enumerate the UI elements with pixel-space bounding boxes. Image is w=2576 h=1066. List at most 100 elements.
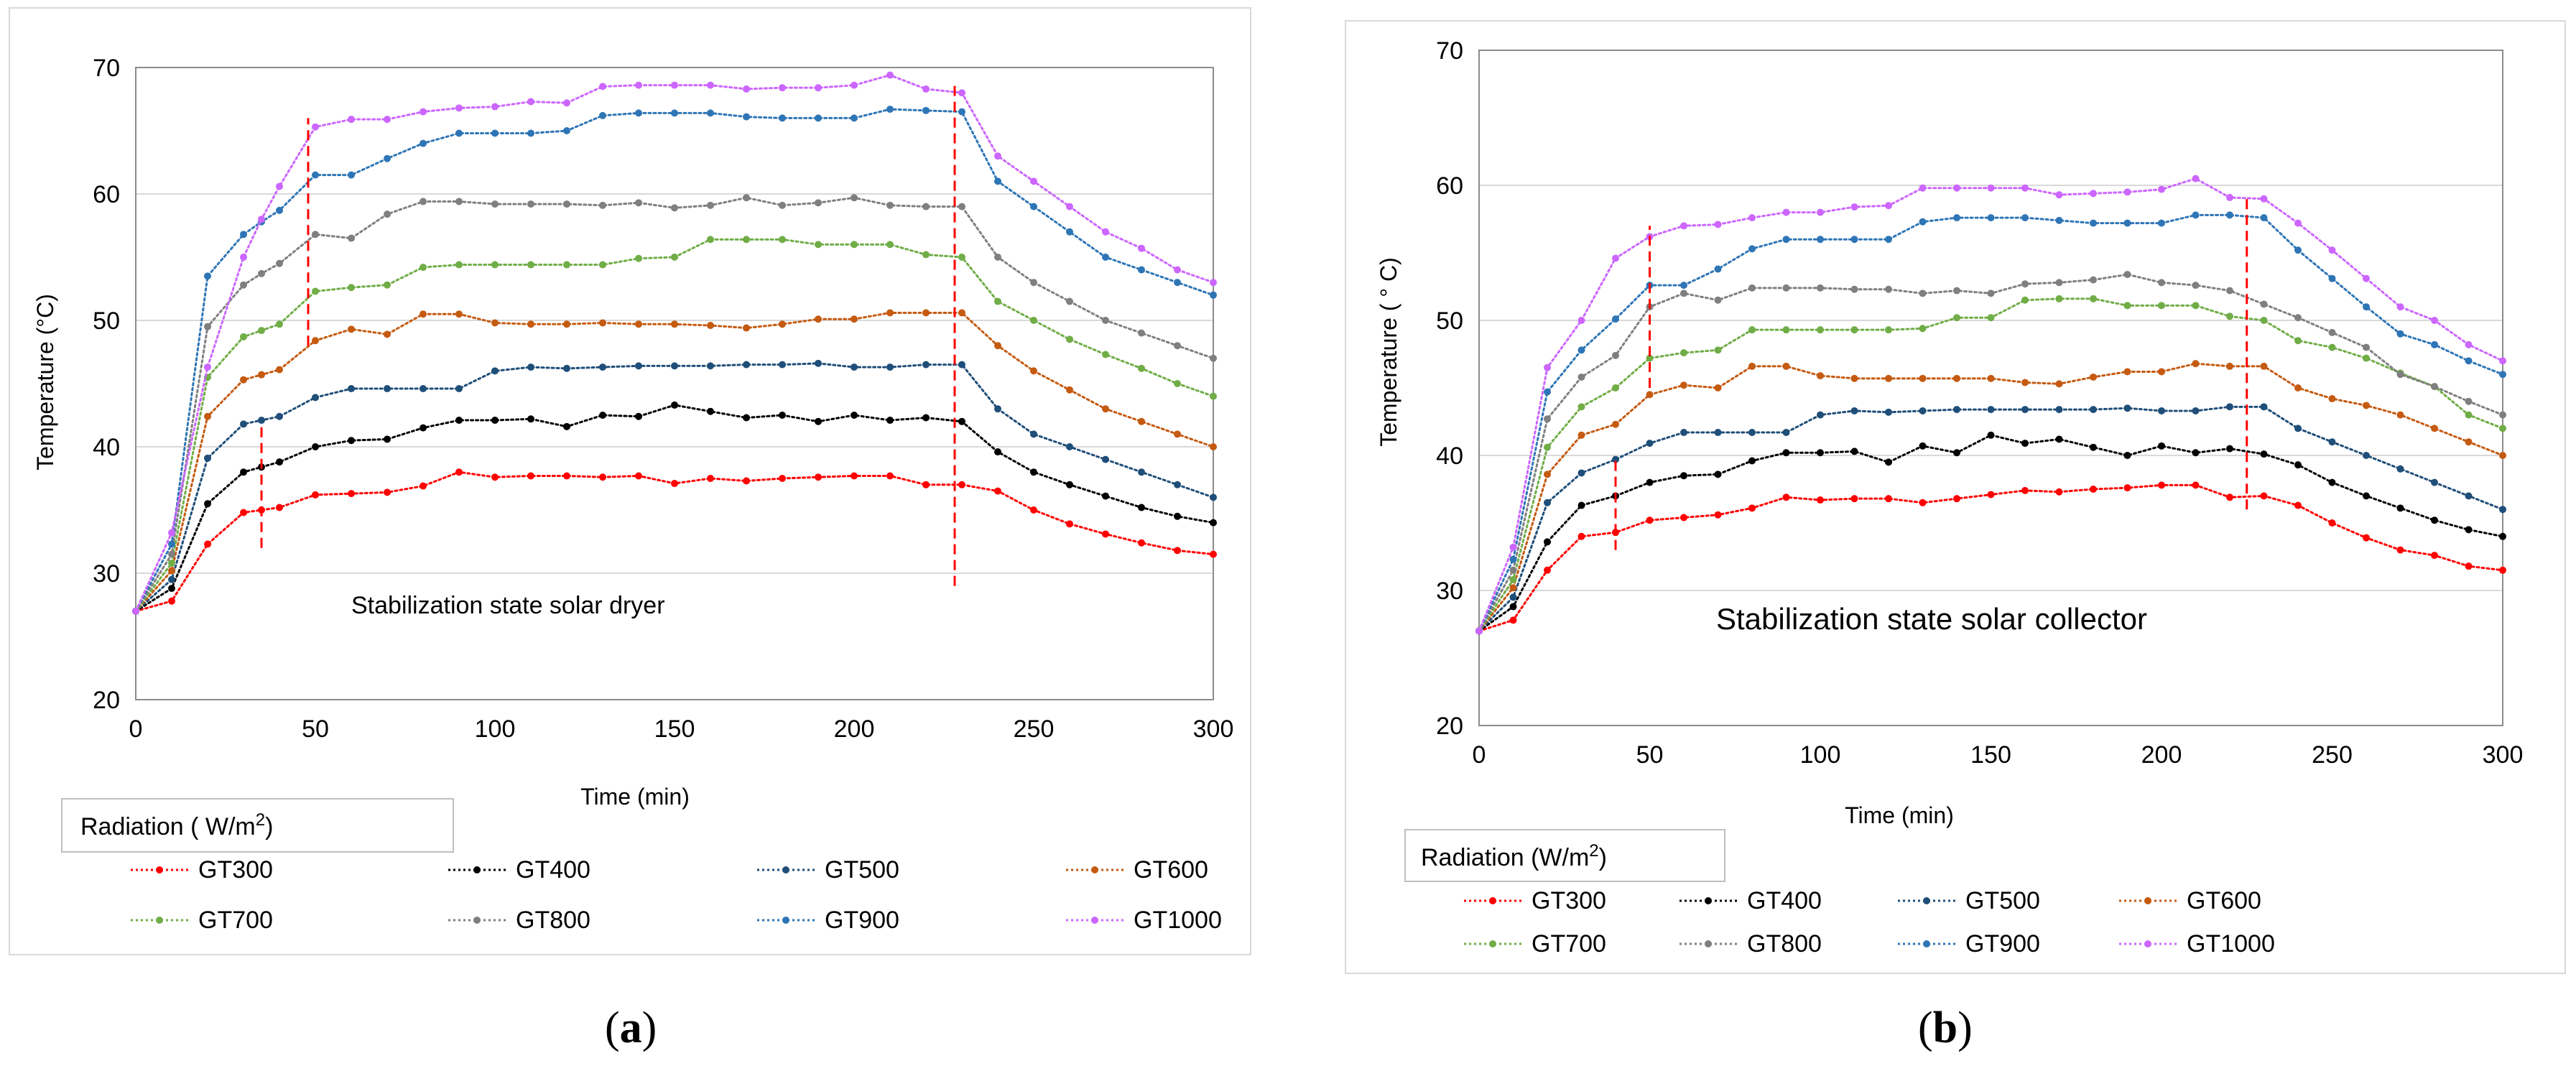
data-point-gt400 [527, 415, 534, 423]
data-point-gt400 [779, 412, 786, 419]
data-point-gt1000 [851, 81, 858, 89]
data-point-gt600 [851, 315, 858, 323]
data-point-gt1000 [2465, 340, 2473, 348]
data-point-gt900 [168, 540, 175, 548]
data-point-gt600 [1210, 443, 1217, 450]
data-point-gt1000 [1748, 214, 1756, 222]
data-point-gt300 [2396, 546, 2404, 554]
legend-label-gt400: GT400 [516, 856, 590, 884]
data-point-gt600 [1174, 430, 1181, 438]
data-point-gt700 [1174, 380, 1181, 387]
data-point-gt500 [815, 359, 822, 367]
data-point-gt600 [994, 342, 1001, 350]
legend-marker-gt400 [1705, 897, 1712, 904]
legend-marker-gt700 [1489, 940, 1496, 947]
data-point-gt300 [1030, 506, 1037, 514]
data-point-gt1000 [671, 81, 678, 89]
data-point-gt400 [563, 422, 570, 430]
data-point-gt700 [1577, 403, 1585, 411]
data-point-gt900 [2328, 274, 2336, 282]
series-line-gt700 [1478, 297, 2504, 632]
data-point-gt800 [2465, 397, 2473, 405]
data-point-gt300 [1680, 514, 1687, 522]
data-point-gt900 [815, 114, 822, 122]
data-point-gt400 [240, 468, 247, 476]
data-point-gt400 [2192, 449, 2200, 457]
data-point-gt500 [204, 454, 211, 462]
data-point-gt900 [2158, 219, 2165, 227]
y-axis-label: Temperature ( ° C) [1376, 257, 1401, 447]
data-point-gt500 [1714, 429, 1722, 437]
data-point-gt800 [2396, 371, 2404, 379]
x-tick-label: 200 [2141, 741, 2182, 769]
data-point-gt300 [420, 482, 427, 490]
data-point-gt600 [2260, 362, 2268, 370]
data-point-gt800 [1885, 285, 1892, 293]
data-point-gt800 [1030, 279, 1037, 287]
legend-marker-gt1000 [2144, 940, 2151, 947]
y-tick-label: 70 [93, 55, 120, 82]
data-point-gt500 [1850, 407, 1858, 414]
data-point-gt1000 [1066, 203, 1073, 210]
data-point-gt600 [1714, 384, 1722, 391]
data-point-gt600 [958, 309, 965, 317]
data-point-gt600 [2328, 395, 2336, 403]
data-point-gt700 [599, 261, 606, 269]
data-point-gt900 [384, 154, 391, 162]
data-point-gt500 [707, 362, 714, 370]
data-point-gt600 [1544, 471, 1551, 478]
data-point-gt700 [2260, 317, 2268, 324]
data-point-gt1000 [455, 104, 463, 112]
data-point-gt1000 [1030, 177, 1037, 185]
data-point-gt700 [1953, 314, 1960, 322]
legend-label-gt900: GT900 [825, 907, 899, 934]
data-point-gt1000 [2396, 303, 2404, 311]
data-point-gt300 [384, 488, 391, 496]
data-point-gt700 [2328, 343, 2336, 351]
data-point-gt300 [1782, 493, 1790, 501]
data-point-gt900 [1102, 254, 1109, 261]
data-point-gt900 [2192, 211, 2200, 219]
data-point-gt700 [563, 261, 570, 269]
data-point-gt800 [2192, 282, 2200, 289]
data-point-gt500 [1987, 406, 1995, 414]
data-point-gt500 [2363, 452, 2370, 459]
data-point-gt300 [1102, 530, 1109, 538]
data-point-gt600 [922, 309, 930, 317]
legend-label-gt1000: GT1000 [2187, 930, 2275, 958]
data-point-gt800 [958, 203, 965, 210]
data-point-gt600 [2226, 362, 2233, 370]
data-point-gt300 [168, 597, 175, 605]
data-point-gt900 [1577, 346, 1585, 354]
data-point-gt400 [743, 414, 750, 422]
data-point-gt900 [671, 109, 678, 117]
data-point-gt700 [958, 254, 965, 261]
data-point-gt600 [168, 567, 175, 575]
data-point-gt1000 [258, 215, 265, 223]
data-point-gt900 [2055, 216, 2063, 224]
data-point-gt400 [312, 443, 319, 450]
data-point-gt800 [2363, 343, 2370, 351]
data-point-gt600 [2499, 452, 2506, 459]
data-point-gt800 [1919, 289, 1927, 297]
data-point-gt600 [671, 320, 678, 328]
data-point-gt300 [2363, 534, 2370, 542]
data-point-gt800 [2055, 279, 2063, 287]
data-point-gt800 [1612, 351, 1619, 359]
data-point-gt1000 [1210, 279, 1217, 287]
data-point-gt300 [815, 473, 822, 481]
data-point-gt500 [1817, 411, 1824, 419]
data-point-gt500 [2499, 506, 2506, 514]
chart-a: 20 30 40 50 60 70 0 50 100 150 200 250 300 Time (min)… [32, 55, 1233, 934]
data-point-gt700 [2192, 302, 2200, 310]
data-point-gt700 [1646, 354, 1654, 362]
data-point-gt600 [2192, 360, 2200, 368]
data-point-gt700 [348, 284, 355, 292]
data-point-gt400 [420, 424, 427, 432]
y-tick-label: 20 [93, 687, 120, 714]
legend-label-gt300: GT300 [198, 856, 273, 884]
data-point-gt500 [922, 361, 930, 369]
plot-area [135, 67, 1214, 700]
data-point-gt700 [384, 281, 391, 289]
data-point-gt800 [2328, 328, 2336, 336]
